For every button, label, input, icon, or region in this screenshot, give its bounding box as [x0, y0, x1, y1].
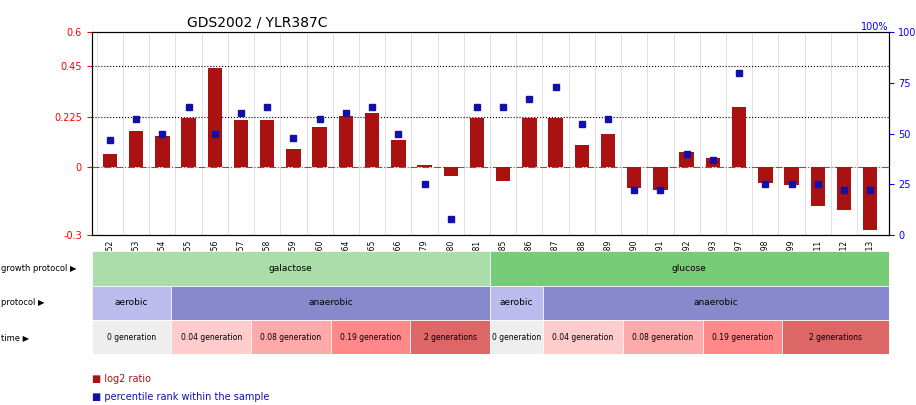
Bar	[365, 113, 379, 167]
Bar	[208, 68, 222, 167]
Bar	[496, 167, 510, 181]
FancyBboxPatch shape	[410, 320, 490, 354]
Bar	[732, 107, 747, 167]
Text: 0 generation: 0 generation	[107, 333, 156, 342]
Text: 2 generations: 2 generations	[424, 333, 476, 342]
Bar	[836, 167, 851, 210]
Bar	[863, 167, 878, 230]
Bar	[339, 116, 353, 167]
Text: 2 generations: 2 generations	[809, 333, 862, 342]
FancyBboxPatch shape	[703, 320, 782, 354]
Text: 0.19 generation: 0.19 generation	[712, 333, 773, 342]
Text: 0.04 generation: 0.04 generation	[552, 333, 614, 342]
FancyBboxPatch shape	[92, 251, 490, 286]
Bar	[129, 131, 144, 167]
Text: 0.19 generation: 0.19 generation	[340, 333, 401, 342]
Text: GDS2002 / YLR387C: GDS2002 / YLR387C	[187, 16, 328, 30]
Bar	[103, 154, 117, 167]
Bar	[549, 118, 562, 167]
Bar	[181, 118, 196, 167]
Bar	[155, 136, 169, 167]
FancyBboxPatch shape	[171, 286, 490, 320]
Bar	[758, 167, 772, 183]
Text: time ▶: time ▶	[1, 333, 29, 342]
Bar	[312, 127, 327, 167]
FancyBboxPatch shape	[490, 320, 543, 354]
Bar	[286, 149, 300, 167]
FancyBboxPatch shape	[171, 320, 251, 354]
Text: glucose: glucose	[671, 264, 707, 273]
Bar	[627, 167, 641, 188]
FancyBboxPatch shape	[331, 320, 410, 354]
FancyBboxPatch shape	[251, 320, 331, 354]
Text: protocol ▶: protocol ▶	[1, 298, 44, 307]
Bar	[234, 120, 248, 167]
Text: ■ log2 ratio: ■ log2 ratio	[92, 374, 150, 384]
Text: anaerobic: anaerobic	[309, 298, 353, 307]
Bar	[705, 158, 720, 167]
Bar	[811, 167, 825, 206]
Text: anaerobic: anaerobic	[693, 298, 738, 307]
FancyBboxPatch shape	[782, 320, 889, 354]
Bar	[470, 118, 485, 167]
FancyBboxPatch shape	[490, 251, 889, 286]
FancyBboxPatch shape	[623, 320, 703, 354]
Text: galactose: galactose	[269, 264, 312, 273]
Bar	[601, 134, 616, 167]
Bar	[653, 167, 668, 190]
Text: aerobic: aerobic	[114, 298, 148, 307]
Text: growth protocol ▶: growth protocol ▶	[1, 264, 76, 273]
Bar	[391, 141, 406, 167]
FancyBboxPatch shape	[543, 320, 623, 354]
FancyBboxPatch shape	[543, 286, 889, 320]
Text: 0.08 generation: 0.08 generation	[632, 333, 693, 342]
Text: 0.04 generation: 0.04 generation	[180, 333, 242, 342]
Bar	[418, 165, 431, 167]
Bar	[574, 145, 589, 167]
Bar	[784, 167, 799, 185]
Bar	[443, 167, 458, 177]
Text: 0 generation: 0 generation	[492, 333, 541, 342]
Text: 0.08 generation: 0.08 generation	[260, 333, 322, 342]
Text: 100%: 100%	[861, 22, 889, 32]
Bar	[260, 120, 275, 167]
Bar	[680, 151, 694, 167]
FancyBboxPatch shape	[92, 286, 171, 320]
FancyBboxPatch shape	[490, 286, 543, 320]
FancyBboxPatch shape	[92, 320, 171, 354]
Text: ■ percentile rank within the sample: ■ percentile rank within the sample	[92, 392, 269, 402]
Bar	[522, 118, 537, 167]
Text: aerobic: aerobic	[500, 298, 533, 307]
